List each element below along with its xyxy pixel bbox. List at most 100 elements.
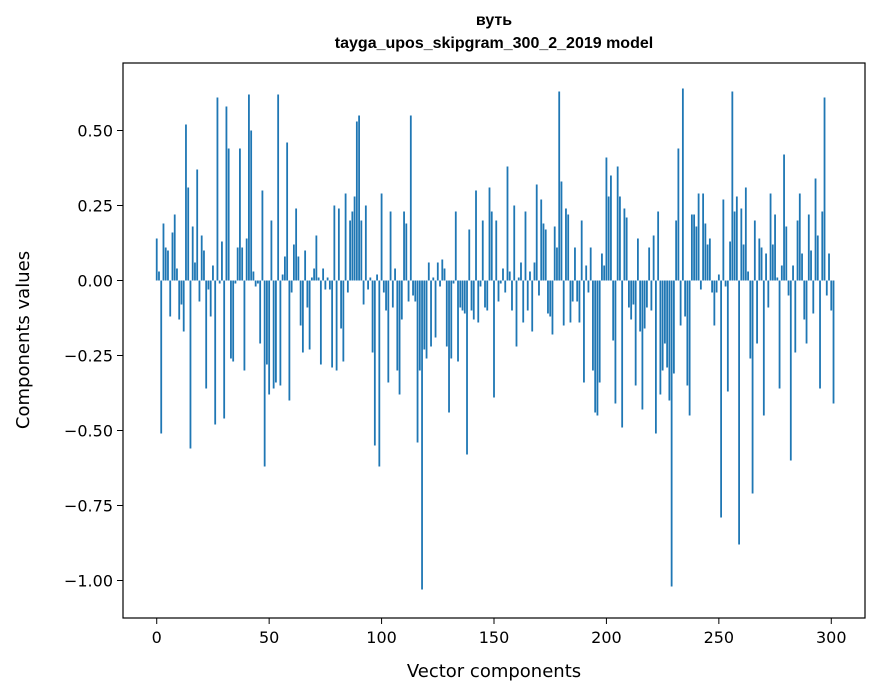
bar [646, 280, 648, 308]
bar [198, 280, 201, 302]
x-axis-label: Vector components [407, 661, 581, 682]
bar [362, 280, 365, 305]
bar [457, 280, 459, 362]
bar [313, 268, 316, 281]
bar [767, 280, 770, 308]
bar [812, 280, 815, 314]
bar [751, 280, 754, 494]
bar [295, 208, 298, 281]
bar [333, 205, 336, 281]
bar [301, 280, 304, 353]
bar [553, 226, 556, 281]
bar [434, 280, 437, 338]
bar [558, 91, 561, 281]
bar [288, 280, 291, 401]
bar [803, 280, 806, 320]
bar [542, 223, 545, 281]
bar [319, 280, 322, 365]
bars-group [155, 88, 835, 590]
bar [825, 280, 828, 296]
bar [167, 250, 169, 281]
bar [279, 280, 282, 386]
bar [502, 268, 504, 281]
bar [780, 265, 783, 281]
bar [232, 280, 235, 362]
bar [416, 280, 419, 443]
bar [715, 280, 718, 293]
y-tick-label: 0.25 [77, 197, 113, 216]
x-tick-label: 250 [704, 628, 735, 647]
bar [747, 271, 749, 281]
bar [551, 280, 554, 335]
bar [724, 280, 727, 287]
bar [675, 220, 678, 281]
bar [360, 220, 363, 281]
bar [576, 280, 579, 302]
bar [176, 268, 178, 281]
bar [205, 280, 208, 389]
bar [699, 280, 702, 290]
bar [814, 178, 817, 281]
bar [421, 280, 423, 590]
bar [547, 280, 549, 314]
bar [317, 277, 320, 281]
bar [358, 115, 360, 281]
bar [173, 214, 176, 281]
bar [596, 280, 599, 416]
chart-subtitle: tayga_upos_skipgram_300_2_2019 model [334, 35, 654, 52]
bar [351, 211, 354, 281]
bar [472, 280, 475, 320]
bar [461, 280, 464, 311]
bar [697, 193, 700, 281]
bar [612, 280, 615, 341]
bar [164, 247, 167, 281]
bar [155, 238, 158, 281]
bar [218, 280, 221, 284]
bar [355, 121, 358, 281]
x-tick-label: 100 [366, 628, 397, 647]
bar [448, 280, 450, 413]
bar [641, 280, 644, 410]
bar [187, 187, 190, 281]
bar [286, 142, 289, 281]
bar [239, 148, 241, 281]
bar [403, 211, 405, 281]
bar [263, 280, 266, 467]
bar [340, 280, 342, 329]
bar [684, 280, 687, 317]
bar [652, 235, 655, 281]
bar [560, 181, 563, 281]
bar [729, 241, 731, 281]
bar [823, 97, 826, 281]
bar [535, 184, 538, 281]
bar [637, 238, 639, 281]
bar [717, 274, 720, 281]
bar [382, 280, 385, 293]
bar [162, 223, 165, 281]
bar [427, 262, 430, 281]
bar [574, 247, 576, 281]
bar [445, 280, 448, 347]
bar [805, 280, 808, 344]
bar [423, 280, 426, 350]
bar [196, 169, 199, 281]
bar [796, 220, 799, 281]
bar [479, 280, 482, 287]
bar [625, 217, 628, 281]
bar [328, 280, 331, 290]
bar [733, 211, 736, 281]
bar [407, 280, 410, 302]
y-tick-label: −0.50 [64, 422, 113, 441]
bar [832, 280, 835, 404]
bar [592, 280, 594, 371]
bar [515, 280, 518, 347]
bar [418, 280, 421, 371]
bar [283, 256, 286, 281]
bar [254, 280, 257, 287]
bar [270, 220, 273, 281]
bar [792, 265, 794, 281]
bar [621, 280, 624, 428]
bar [281, 274, 284, 281]
bar [180, 280, 183, 305]
